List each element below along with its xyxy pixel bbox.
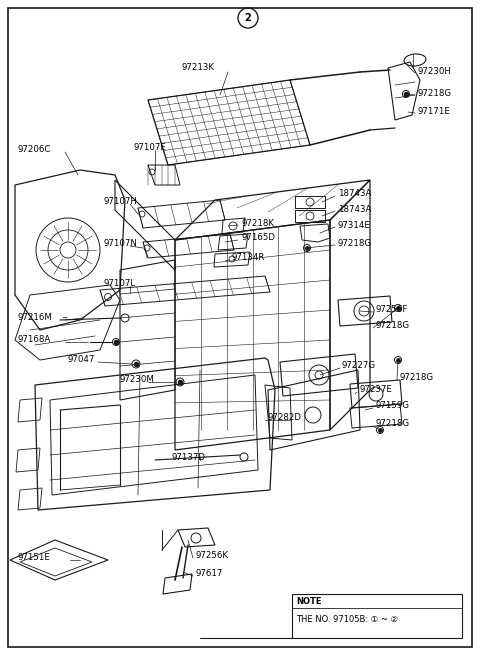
Text: 97227G: 97227G xyxy=(342,362,376,371)
Text: 97218G: 97218G xyxy=(376,322,410,331)
Text: 97218G: 97218G xyxy=(338,240,372,248)
Text: 97218G: 97218G xyxy=(376,419,410,428)
Text: 97137D: 97137D xyxy=(172,453,206,462)
Text: 97218G: 97218G xyxy=(418,90,452,98)
Text: 97107N: 97107N xyxy=(103,240,137,248)
Text: 18743A: 18743A xyxy=(338,206,372,214)
Text: 97213K: 97213K xyxy=(181,64,215,73)
Text: 97151E: 97151E xyxy=(18,553,51,563)
Text: 97256K: 97256K xyxy=(196,552,229,561)
Text: 97218K: 97218K xyxy=(241,219,274,229)
Text: 97216M: 97216M xyxy=(18,314,53,322)
Text: 97107H: 97107H xyxy=(103,198,137,206)
Text: 97165D: 97165D xyxy=(241,233,275,242)
Text: 97159G: 97159G xyxy=(376,402,410,411)
Text: 97168A: 97168A xyxy=(18,335,51,345)
Text: 97218G: 97218G xyxy=(400,373,434,383)
Text: 97206C: 97206C xyxy=(18,145,51,155)
Text: 97282D: 97282D xyxy=(268,413,302,422)
Text: 97171E: 97171E xyxy=(418,107,451,117)
Text: THE NO. 97105B: ① ~ ②: THE NO. 97105B: ① ~ ② xyxy=(296,616,398,624)
Text: 97047: 97047 xyxy=(68,356,96,364)
Text: 97314E: 97314E xyxy=(338,221,371,231)
Text: 97134R: 97134R xyxy=(231,253,264,263)
Text: 97230H: 97230H xyxy=(418,67,452,77)
Text: 97107L: 97107L xyxy=(103,280,135,288)
Text: 97256F: 97256F xyxy=(376,305,408,314)
Bar xyxy=(292,594,462,638)
Text: 97230M: 97230M xyxy=(120,375,155,384)
Text: 2: 2 xyxy=(245,13,252,23)
Text: 97107E: 97107E xyxy=(133,143,166,153)
Text: 97237E: 97237E xyxy=(360,386,393,394)
Text: 97617: 97617 xyxy=(196,569,223,578)
Text: 18743A: 18743A xyxy=(338,189,372,198)
Text: NOTE: NOTE xyxy=(296,597,322,605)
Text: ─: ─ xyxy=(62,315,66,321)
